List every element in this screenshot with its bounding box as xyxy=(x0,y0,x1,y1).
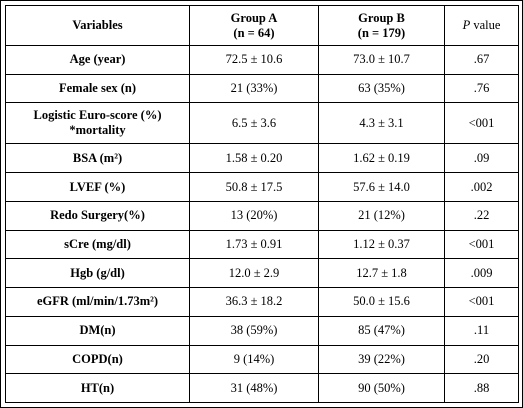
header-group-a-label: Group A xyxy=(230,10,278,25)
row-group-a: 38 (59%) xyxy=(189,315,319,346)
patient-characteristics-table: Variables Group A (n = 64) Group B (n = … xyxy=(5,5,519,403)
table-row: LVEF (%) 50.8 ± 17.5 57.6 ± 14.0 .002 xyxy=(5,172,519,202)
row-p-value: <001 xyxy=(444,287,519,317)
table-row: Age (year) 72.5 ± 10.6 73.0 ± 10.7 .67 xyxy=(5,45,519,75)
row-label-line1: Logistic Euro-score (%) xyxy=(33,108,162,123)
row-group-b: 1.62 ± 0.19 xyxy=(318,143,445,174)
row-group-a: 12.0 ± 2.9 xyxy=(189,258,319,289)
header-group-a-n: (n = 64) xyxy=(233,25,275,40)
row-p-value: .76 xyxy=(444,73,519,104)
row-group-a: 36.3 ± 18.2 xyxy=(189,287,319,317)
row-label: Hgb (g/dl) xyxy=(5,258,190,289)
row-group-b: 85 (47%) xyxy=(318,315,445,346)
row-group-b: 39 (22%) xyxy=(318,344,445,375)
row-group-b: 1.12 ± 0.37 xyxy=(318,229,445,260)
table-row: eGFR (ml/min/1.73m²) 36.3 ± 18.2 50.0 ± … xyxy=(5,287,519,317)
row-label: Redo Surgery(%) xyxy=(5,200,190,231)
row-group-b: 50.0 ± 15.6 xyxy=(318,287,445,317)
row-group-b: 57.6 ± 14.0 xyxy=(318,172,445,202)
row-label: COPD(n) xyxy=(5,344,190,375)
row-p-value: <001 xyxy=(444,102,519,145)
row-label: DM(n) xyxy=(5,315,190,346)
row-group-a: 72.5 ± 10.6 xyxy=(189,45,319,75)
row-label: sCre (mg/dl) xyxy=(5,229,190,260)
row-p-value: .22 xyxy=(444,200,519,231)
header-group-b: Group B (n = 179) xyxy=(318,5,445,46)
row-group-b: 90 (50%) xyxy=(318,373,445,403)
table-row: Logistic Euro-score (%) *mortality 6.5 ±… xyxy=(5,102,519,145)
header-variables: Variables xyxy=(5,5,190,46)
row-label-line2: *mortality xyxy=(69,123,126,138)
row-label: Female sex (n) xyxy=(5,73,190,104)
row-label: Age (year) xyxy=(5,45,190,75)
header-group-a: Group A (n = 64) xyxy=(189,5,319,46)
row-group-a: 31 (48%) xyxy=(189,373,319,403)
table-row: BSA (m²) 1.58 ± 0.20 1.62 ± 0.19 .09 xyxy=(5,143,519,174)
row-group-a: 21 (33%) xyxy=(189,73,319,104)
row-label: BSA (m²) xyxy=(5,143,190,174)
table-row: sCre (mg/dl) 1.73 ± 0.91 1.12 ± 0.37 <00… xyxy=(5,229,519,260)
row-group-a: 9 (14%) xyxy=(189,344,319,375)
row-group-b: 63 (35%) xyxy=(318,73,445,104)
row-p-value: .09 xyxy=(444,143,519,174)
table-row: COPD(n) 9 (14%) 39 (22%) .20 xyxy=(5,344,519,375)
table-row: Redo Surgery(%) 13 (20%) 21 (12%) .22 xyxy=(5,200,519,231)
row-label: LVEF (%) xyxy=(5,172,190,202)
header-group-b-n: (n = 179) xyxy=(357,25,406,40)
row-group-a: 50.8 ± 17.5 xyxy=(189,172,319,202)
row-group-a: 6.5 ± 3.6 xyxy=(189,102,319,145)
row-group-b: 21 (12%) xyxy=(318,200,445,231)
row-p-value: .009 xyxy=(444,258,519,289)
row-p-value: .88 xyxy=(444,373,519,403)
table-row: DM(n) 38 (59%) 85 (47%) .11 xyxy=(5,315,519,346)
row-p-value: .11 xyxy=(444,315,519,346)
row-group-a: 13 (20%) xyxy=(189,200,319,231)
header-group-b-label: Group B xyxy=(358,10,405,25)
header-p-rest: value xyxy=(470,18,501,32)
header-row: Variables Group A (n = 64) Group B (n = … xyxy=(5,5,519,46)
row-group-a: 1.58 ± 0.20 xyxy=(189,143,319,174)
row-group-b: 73.0 ± 10.7 xyxy=(318,45,445,75)
row-group-b: 12.7 ± 1.8 xyxy=(318,258,445,289)
header-p-value: P value xyxy=(444,5,519,46)
row-group-b: 4.3 ± 3.1 xyxy=(318,102,445,145)
row-label: eGFR (ml/min/1.73m²) xyxy=(5,287,190,317)
row-label: HT(n) xyxy=(5,373,190,403)
table-row: HT(n) 31 (48%) 90 (50%) .88 xyxy=(5,373,519,403)
row-group-a: 1.73 ± 0.91 xyxy=(189,229,319,260)
table-row: Hgb (g/dl) 12.0 ± 2.9 12.7 ± 1.8 .009 xyxy=(5,258,519,289)
table-row: Female sex (n) 21 (33%) 63 (35%) .76 xyxy=(5,73,519,104)
row-label: Logistic Euro-score (%) *mortality xyxy=(5,102,190,145)
header-p-italic: P xyxy=(462,18,471,32)
row-p-value: .20 xyxy=(444,344,519,375)
row-p-value: .67 xyxy=(444,45,519,75)
row-p-value: .002 xyxy=(444,172,519,202)
row-p-value: <001 xyxy=(444,229,519,260)
